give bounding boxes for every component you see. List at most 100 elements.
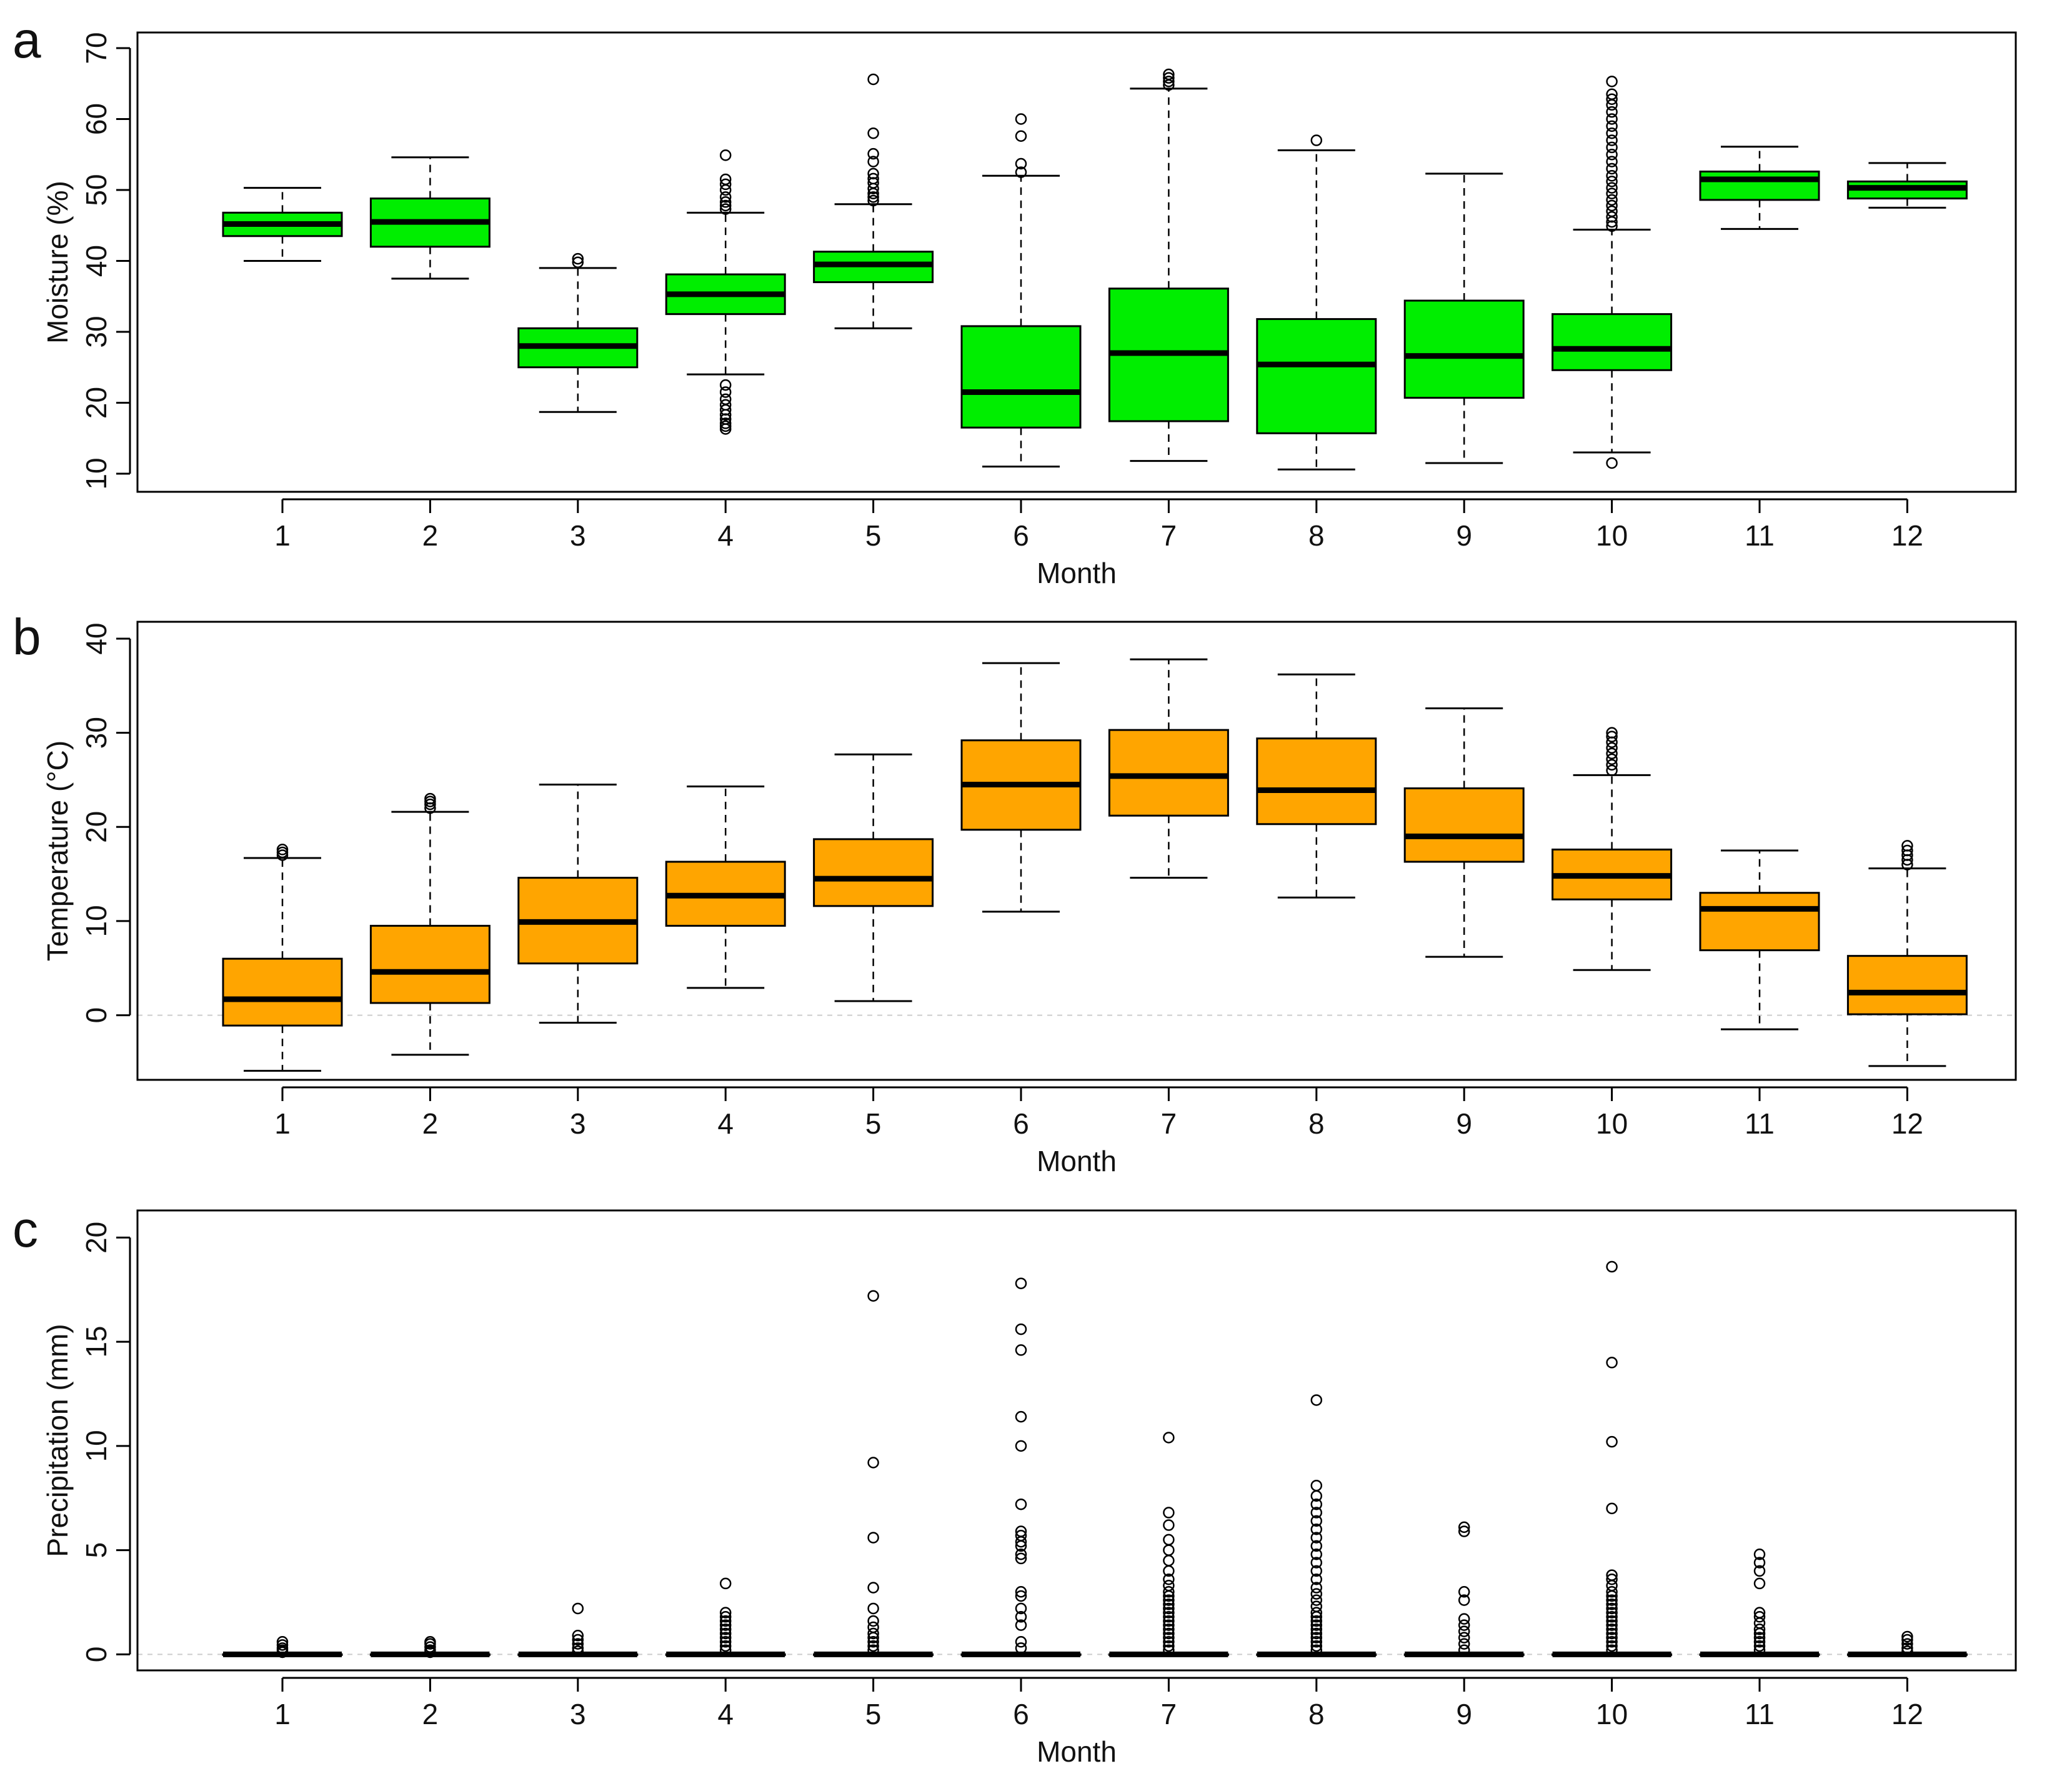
outlier-point [1310, 1557, 1323, 1569]
x-tick-label: 4 [717, 1698, 734, 1730]
outlier-point [1606, 753, 1618, 766]
outlier-point [1606, 1260, 1618, 1273]
x-tick-label: 4 [717, 519, 734, 552]
outlier-point [572, 252, 584, 265]
outlier-point [1606, 1599, 1618, 1610]
outlier-point [1606, 742, 1618, 754]
outlier-point [1753, 1607, 1766, 1619]
outlier-point [1606, 1624, 1618, 1635]
box-month-5 [813, 1290, 934, 1657]
box-body [813, 838, 934, 907]
x-tick-label: 7 [1161, 1107, 1177, 1140]
outlier-point [1163, 1594, 1175, 1606]
outlier-point [1163, 1627, 1175, 1640]
box-month-11 [1699, 1548, 1820, 1657]
outlier-point [1163, 1586, 1175, 1598]
box-month-3 [517, 252, 639, 413]
plot-frame [136, 1209, 2017, 1672]
outlier-point [1310, 1607, 1323, 1619]
x-tick-label: 1 [274, 1107, 291, 1140]
outlier-point [1606, 120, 1618, 132]
outlier-point [1606, 182, 1618, 194]
outlier-point [867, 1621, 879, 1634]
outlier-point [1606, 194, 1618, 206]
outlier-point [719, 423, 732, 435]
box-month-6 [960, 662, 1082, 913]
y-tick-label: 30 [80, 316, 112, 347]
x-tick-label: 8 [1308, 519, 1325, 552]
outlier-point [1606, 106, 1618, 118]
outlier-point [1310, 1632, 1323, 1644]
box-month-5 [813, 73, 934, 329]
box-month-7 [1108, 1432, 1229, 1657]
outlier-point [867, 147, 879, 160]
outlier-point [1163, 1599, 1175, 1610]
outlier-point [1606, 205, 1618, 217]
outlier-point [1458, 1644, 1470, 1656]
outlier-point [867, 167, 879, 180]
box-month-2 [369, 1636, 491, 1659]
outlier-point [1015, 1498, 1027, 1510]
x-axis-title: Month [1037, 1145, 1117, 1177]
outlier-point [1606, 76, 1618, 87]
outlier-point [1310, 1532, 1323, 1544]
outlier-point [1310, 1600, 1323, 1612]
outlier-point [1015, 1602, 1027, 1615]
outlier-point [1310, 1640, 1323, 1652]
outlier-point [867, 194, 879, 207]
outlier-point [276, 1642, 289, 1654]
y-tick-label: 5 [80, 1542, 112, 1559]
outlier-point [572, 1602, 584, 1615]
outlier-point [1163, 1611, 1175, 1623]
outlier-point [867, 1615, 879, 1627]
outlier-point [719, 1627, 732, 1640]
outlier-point [1458, 1613, 1470, 1625]
outlier-point [1163, 72, 1175, 84]
x-tick-label: 9 [1456, 1107, 1472, 1140]
outlier-point [1310, 1627, 1323, 1640]
outlier-point [1606, 1357, 1618, 1369]
outlier-point [1901, 1634, 1913, 1646]
outlier-point [1163, 1624, 1175, 1635]
outlier-point [1458, 1594, 1470, 1606]
box-month-11 [1699, 849, 1820, 1030]
outlier-point [1753, 1565, 1766, 1577]
outlier-point [1163, 1615, 1175, 1627]
x-tick-label: 10 [1596, 519, 1628, 552]
outlier-point [1163, 1632, 1175, 1644]
y-tick-label: 0 [80, 1007, 112, 1024]
box-month-12 [1846, 162, 1968, 209]
outlier-point [1015, 1344, 1027, 1356]
outlier-point [1458, 1525, 1470, 1537]
outlier-point [1310, 1582, 1323, 1594]
outlier-point [276, 1639, 289, 1651]
outlier-point [1753, 1611, 1766, 1623]
outlier-point [1606, 134, 1618, 146]
outlier-point [719, 1619, 732, 1631]
x-tick-label: 7 [1161, 1698, 1177, 1730]
outlier-point [424, 1636, 436, 1648]
outlier-point [1606, 93, 1618, 105]
outlier-point [1606, 113, 1618, 125]
outlier-point [1606, 1611, 1618, 1623]
outlier-point [1015, 157, 1027, 170]
box-month-12 [1846, 1630, 1968, 1657]
outlier-point [1753, 1636, 1766, 1648]
outlier-point [719, 173, 732, 186]
box-body [1846, 955, 1968, 1015]
box-month-1 [222, 1636, 343, 1659]
y-tick-label: 10 [80, 1430, 112, 1462]
outlier-point [1310, 1565, 1323, 1577]
outlier-point [1901, 840, 1913, 852]
outlier-point [1458, 1586, 1470, 1598]
x-axis-title: Month [1037, 557, 1117, 589]
outlier-point [1015, 166, 1027, 178]
outlier-point [719, 199, 732, 212]
x-tick-label: 3 [570, 1698, 586, 1730]
outlier-point [1310, 134, 1323, 146]
outlier-point [867, 1636, 879, 1648]
outlier-point [572, 1642, 584, 1654]
outlier-point [1310, 1594, 1323, 1606]
x-tick-label: 2 [422, 1698, 439, 1730]
x-tick-label: 5 [865, 519, 882, 552]
